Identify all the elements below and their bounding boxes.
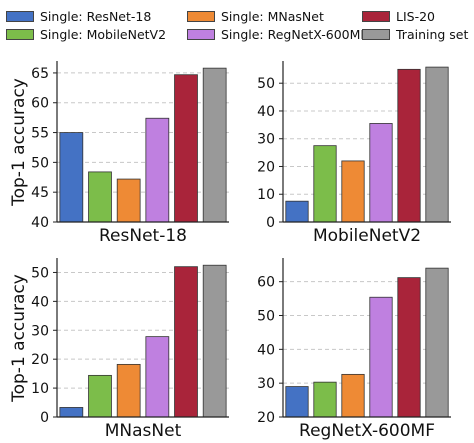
bar-lis-20 — [397, 277, 421, 418]
bar-single-mnasnet — [116, 363, 141, 418]
legend-label: Single: RegNetX-600MF — [221, 26, 368, 42]
y-tick-label: 50 — [31, 155, 49, 171]
y-tick-label: 20 — [31, 352, 49, 368]
bar-single-mnasnet — [341, 373, 365, 418]
chart-panel-regnetx600mf: 20 30 40 50 60 RegNetX-600MF — [257, 258, 451, 441]
y-tick-label: 65 — [31, 66, 49, 82]
bar-lis-20 — [174, 266, 198, 418]
legend-item-single-regnetx600mf: Single: RegNetX-600MF — [187, 26, 368, 42]
y-tick-label: 50 — [31, 265, 49, 281]
legend-swatch — [6, 10, 34, 22]
y-axis-label: Top-1 accuracy — [9, 78, 29, 207]
y-tick-label: 40 — [257, 104, 275, 120]
bar-single-resnet-18 — [59, 132, 84, 223]
bar-single-mnasnet — [116, 178, 141, 223]
y-tick-label: 0 — [40, 410, 49, 426]
legend-label: Training set — [396, 26, 469, 42]
y-tick-label: 30 — [31, 323, 49, 339]
bar-single-resnet-18 — [59, 407, 84, 418]
bar-training-set — [425, 267, 449, 418]
y-tick-label: 10 — [31, 381, 49, 397]
y-tick-label: 0 — [266, 215, 275, 231]
legend-swatch — [362, 28, 390, 40]
chart-panel-mobilenetv2: 0 10 20 30 40 50 MobileNetV2 — [257, 61, 451, 246]
y-tick-label: 55 — [31, 126, 49, 142]
legend-swatch — [187, 28, 215, 40]
legend-item-single-mobilenetv2: Single: MobileNetV2 — [6, 26, 166, 42]
y-tick-label: 20 — [257, 159, 275, 175]
legend-item-single-resnet18: Single: ResNet-18 — [6, 8, 151, 24]
bar-lis-20 — [174, 74, 198, 223]
y-tick-label: 20 — [257, 410, 275, 426]
bar-single-regnetx-600mf — [369, 296, 393, 418]
y-tick-label: 60 — [31, 96, 49, 112]
bar-single-regnetx-600mf — [369, 123, 393, 223]
bar-single-resnet-18 — [285, 386, 309, 418]
panel-title: MobileNetV2 — [313, 226, 421, 246]
bar-single-mobilenetv2 — [88, 374, 112, 418]
legend-swatch — [187, 10, 215, 22]
chart-panel-mnasnet: 0 10 20 30 40 50 MNasNet Top-1 accuracy — [9, 258, 229, 441]
bar-training-set — [202, 264, 227, 418]
legend-label: Single: MobileNetV2 — [40, 26, 167, 42]
y-tick-label: 50 — [257, 76, 275, 92]
y-tick-label: 30 — [257, 132, 275, 148]
bar-single-regnetx-600mf — [145, 336, 170, 418]
bar-single-mobilenetv2 — [313, 381, 337, 418]
bar-single-regnetx-600mf — [145, 117, 170, 223]
legend: Single: ResNet-18 Single: MNasNet LIS-20… — [0, 0, 474, 50]
legend-label: Single: ResNet-18 — [40, 8, 152, 24]
bar-single-mobilenetv2 — [88, 171, 112, 223]
legend-item-single-mnasnet: Single: MNasNet — [187, 8, 324, 24]
legend-label: LIS-20 — [396, 8, 436, 24]
y-axis-label: Top-1 accuracy — [9, 274, 29, 403]
panel-title: RegNetX-600MF — [299, 421, 435, 441]
y-tick-label: 40 — [31, 215, 49, 231]
bar-training-set — [425, 66, 449, 223]
bar-lis-20 — [397, 68, 421, 223]
legend-item-lis20: LIS-20 — [362, 8, 435, 24]
y-tick-label: 45 — [31, 185, 49, 201]
y-tick-label: 10 — [257, 187, 275, 203]
y-tick-label: 50 — [257, 309, 275, 325]
bar-single-mobilenetv2 — [313, 145, 337, 223]
y-tick-label: 40 — [257, 342, 275, 358]
legend-swatch — [362, 10, 390, 22]
legend-item-training-set: Training set — [362, 26, 468, 42]
bar-training-set — [202, 67, 227, 223]
y-tick-label: 60 — [257, 275, 275, 291]
legend-swatch — [6, 28, 34, 40]
y-tick-label: 30 — [257, 376, 275, 392]
bar-single-resnet-18 — [285, 200, 309, 223]
legend-label: Single: MNasNet — [221, 8, 324, 24]
chart-panel-resnet18: 40 45 50 55 60 65 ResNet-18 Top-1 accuracy — [9, 61, 229, 246]
bar-single-mnasnet — [341, 160, 365, 223]
y-tick-label: 40 — [31, 294, 49, 310]
panel-title: ResNet-18 — [99, 226, 187, 246]
panel-title: MNasNet — [105, 421, 182, 441]
